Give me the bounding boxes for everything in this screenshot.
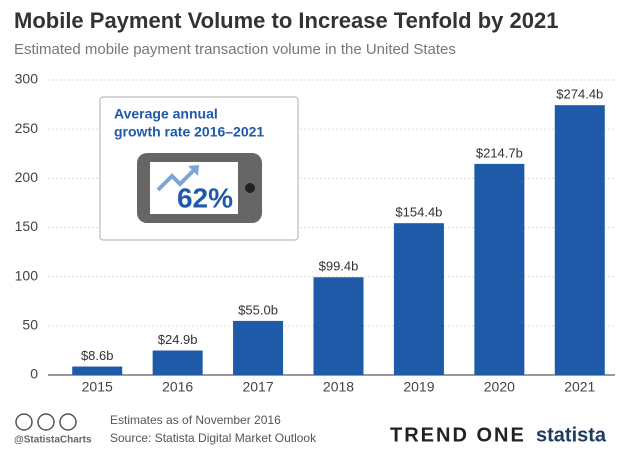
y-tick-label: 250: [15, 120, 39, 136]
value-label: $274.4b: [556, 87, 603, 102]
y-tick-label: 100: [15, 267, 39, 283]
bar: [393, 223, 444, 375]
y-tick-label: 0: [30, 366, 38, 382]
bar: [72, 366, 123, 375]
x-tick-label: 2017: [242, 379, 273, 395]
footer-source: Source: Statista Digital Market Outlook: [110, 431, 317, 445]
bar: [233, 320, 284, 375]
x-tick-label: 2021: [564, 379, 595, 395]
x-tick-label: 2019: [403, 379, 434, 395]
callout-text: Average annual: [114, 106, 218, 122]
value-label: $154.4b: [395, 205, 442, 220]
y-tick-label: 150: [15, 218, 39, 234]
chart-subtitle: Estimated mobile payment transaction vol…: [14, 41, 456, 58]
value-label: $24.9b: [158, 332, 198, 347]
trend-arrow: [156, 168, 196, 192]
trend-arrowhead: [188, 165, 199, 176]
x-tick-label: 2015: [82, 379, 113, 395]
by-icon: [37, 413, 55, 431]
callout-text: growth rate 2016–2021: [114, 124, 264, 140]
x-tick-label: 2018: [323, 379, 354, 395]
plot: 0 50 100 150 200 250 300 2015 $8.6b 2016 $24.9b 201…: [15, 71, 615, 395]
value-label: $55.0b: [238, 302, 278, 317]
y-tick-label: 50: [22, 317, 38, 333]
phone-button: [245, 183, 255, 193]
handle: @StatistaCharts: [14, 435, 92, 446]
value-label: $214.7b: [476, 145, 523, 160]
bar: [474, 163, 525, 375]
callout: Average annual growth rate 2016–2021 62%: [99, 96, 299, 241]
value-label: $8.6b: [81, 348, 114, 363]
footer-note: Estimates as of November 2016: [110, 413, 281, 427]
value-label: $99.4b: [319, 259, 359, 274]
nd-icon: [59, 413, 77, 431]
bar: [313, 277, 364, 375]
callout-value: 62%: [177, 182, 233, 213]
footer: @StatistaCharts Estimates as of November…: [14, 413, 607, 446]
cc-icon: [15, 413, 33, 431]
y-tick-label: 300: [15, 71, 39, 87]
bar: [554, 105, 605, 375]
bar: [152, 350, 203, 375]
x-tick-label: 2020: [484, 379, 515, 395]
y-tick-label: 200: [15, 169, 39, 185]
logo-statista: statista: [536, 424, 607, 446]
chart-title: Mobile Payment Volume to Increase Tenfol…: [14, 8, 558, 33]
logo-trendone: TREND ONE: [390, 424, 526, 446]
x-tick-label: 2016: [162, 379, 193, 395]
